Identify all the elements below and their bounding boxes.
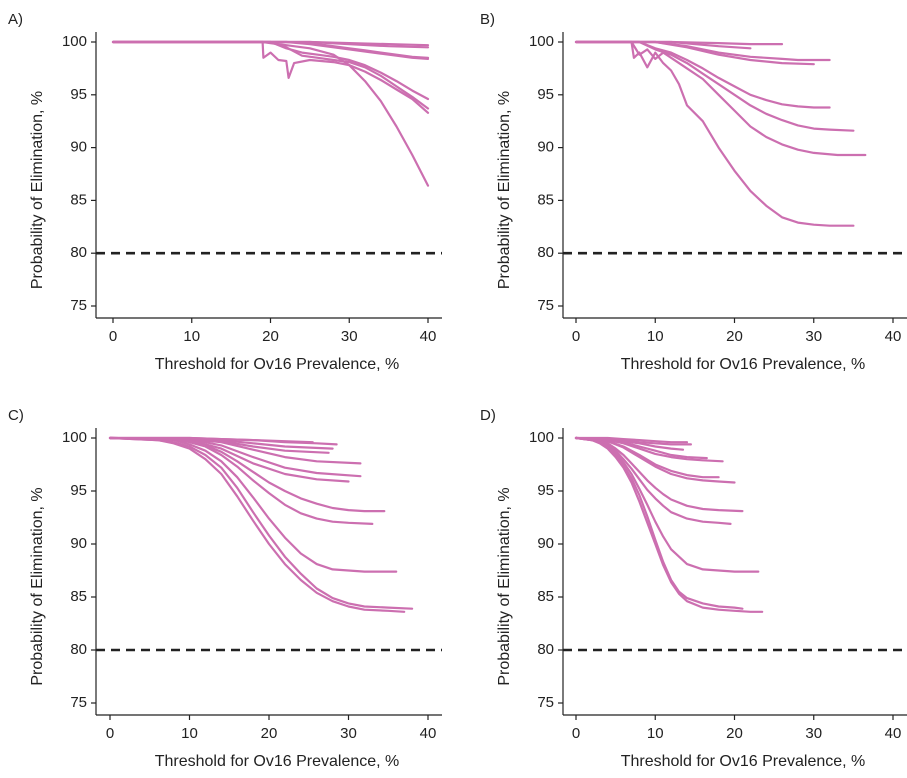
series-line-1 [111, 40, 430, 187]
x-tick-label: 40 [420, 725, 437, 742]
y-tick-label: 100 [62, 429, 87, 446]
x-tick-label: 20 [262, 328, 279, 345]
x-tick-label: 30 [805, 328, 822, 345]
x-tick-label: 30 [340, 725, 357, 742]
series-line-1 [574, 40, 855, 227]
y-tick-label: 85 [537, 191, 554, 208]
x-axis-label: Threshold for Ov16 Prevalence, % [621, 753, 866, 770]
y-tick-label: 95 [70, 86, 87, 103]
y-axis-label: Probability of Elimination, % [29, 487, 46, 685]
x-tick-label: 20 [726, 328, 743, 345]
y-tick-label: 75 [537, 694, 554, 711]
y-tick-label: 95 [70, 482, 87, 499]
x-axis-label: Threshold for Ov16 Prevalence, % [621, 356, 866, 373]
x-tick-label: 10 [647, 328, 664, 345]
y-tick-label: 75 [70, 694, 87, 711]
x-tick-label: 0 [109, 328, 117, 345]
y-tick-label: 90 [537, 535, 554, 552]
x-tick-label: 10 [181, 725, 198, 742]
panel-label: D) [480, 407, 496, 424]
panel-label: A) [8, 11, 23, 28]
x-tick-label: 40 [885, 328, 902, 345]
x-tick-label: 40 [885, 725, 902, 742]
x-tick-label: 0 [106, 725, 114, 742]
y-tick-label: 85 [537, 588, 554, 605]
x-tick-label: 40 [420, 328, 437, 345]
y-tick-label: 90 [537, 139, 554, 156]
y-tick-label: 75 [70, 297, 87, 314]
panel-d: D) 75 80 85 90 95 100 0 10 20 30 40 Threshold for Ov… [480, 407, 907, 770]
series-line-1 [574, 436, 764, 613]
y-tick-label: 100 [529, 33, 554, 50]
series-line-2 [574, 40, 867, 157]
series-line-3 [108, 436, 398, 573]
series-line-12 [574, 436, 689, 444]
series-line-4 [574, 40, 831, 109]
series-line-7 [574, 436, 736, 484]
x-tick-label: 0 [572, 328, 580, 345]
panel-label: C) [8, 407, 24, 424]
x-tick-label: 10 [183, 328, 200, 345]
panel-b: B) 75 80 85 90 95 100 0 10 20 30 40 Threshold for Ov… [480, 11, 907, 373]
y-tick-label: 85 [70, 588, 87, 605]
series-line-5 [574, 436, 744, 513]
series-line-8 [111, 40, 430, 49]
x-tick-label: 30 [805, 725, 822, 742]
y-tick-label: 80 [537, 641, 554, 658]
y-tick-label: 75 [537, 297, 554, 314]
series-line-4 [111, 40, 430, 101]
panel-label: B) [480, 11, 495, 28]
y-axis-label: Probability of Elimination, % [496, 91, 513, 289]
x-tick-label: 20 [261, 725, 278, 742]
y-tick-label: 90 [70, 139, 87, 156]
x-axis-label: Threshold for Ov16 Prevalence, % [155, 356, 400, 373]
y-axis-label: Probability of Elimination, % [496, 487, 513, 685]
panel-a: A) 75 80 85 90 95 100 0 10 20 30 40 Threshold for Ov… [8, 11, 442, 373]
y-tick-label: 80 [537, 244, 554, 261]
y-tick-label: 95 [537, 86, 554, 103]
y-tick-label: 80 [70, 641, 87, 658]
y-tick-label: 95 [537, 482, 554, 499]
y-tick-label: 90 [70, 535, 87, 552]
series-line-3 [574, 40, 855, 132]
y-tick-label: 80 [70, 244, 87, 261]
y-tick-label: 100 [529, 429, 554, 446]
x-tick-label: 20 [726, 725, 743, 742]
series-line-1 [108, 436, 406, 613]
x-tick-label: 30 [341, 328, 358, 345]
series-line-5 [574, 40, 815, 66]
x-tick-label: 0 [572, 725, 580, 742]
x-tick-label: 10 [647, 725, 664, 742]
series-line-12 [108, 436, 338, 446]
series-line-2 [108, 436, 414, 610]
panel-c: C) 75 80 85 90 95 100 0 10 20 30 40 Threshold for Ov… [8, 407, 442, 770]
y-tick-label: 85 [70, 191, 87, 208]
series-line-8 [574, 40, 784, 46]
y-tick-label: 100 [62, 33, 87, 50]
series-line-3 [574, 436, 760, 573]
y-axis-label: Probability of Elimination, % [29, 91, 46, 289]
series-line-2 [111, 40, 430, 114]
x-axis-label: Threshold for Ov16 Prevalence, % [155, 753, 400, 770]
series-line-4 [574, 436, 732, 526]
